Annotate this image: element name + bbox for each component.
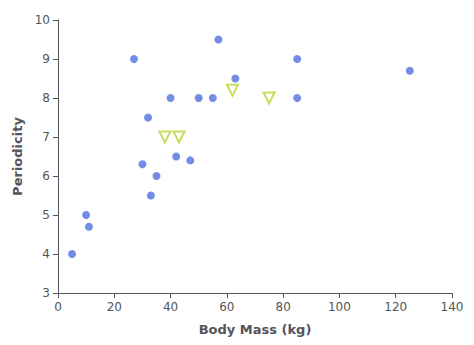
svg-text:120: 120 [384,300,407,314]
svg-text:4: 4 [42,247,50,261]
svg-text:3: 3 [42,286,50,300]
svg-text:8: 8 [42,91,50,105]
svg-text:100: 100 [328,300,351,314]
svg-text:7: 7 [42,130,50,144]
svg-text:9: 9 [42,52,50,66]
svg-text:Body Mass (kg): Body Mass (kg) [199,322,312,337]
svg-text:40: 40 [163,300,178,314]
svg-text:5: 5 [42,208,50,222]
svg-text:140: 140 [441,300,464,314]
svg-text:Periodicity: Periodicity [10,117,25,196]
svg-text:20: 20 [107,300,122,314]
svg-text:80: 80 [276,300,291,314]
svg-text:6: 6 [42,169,50,183]
svg-text:60: 60 [219,300,234,314]
svg-text:10: 10 [35,13,50,27]
svg-text:0: 0 [54,300,62,314]
